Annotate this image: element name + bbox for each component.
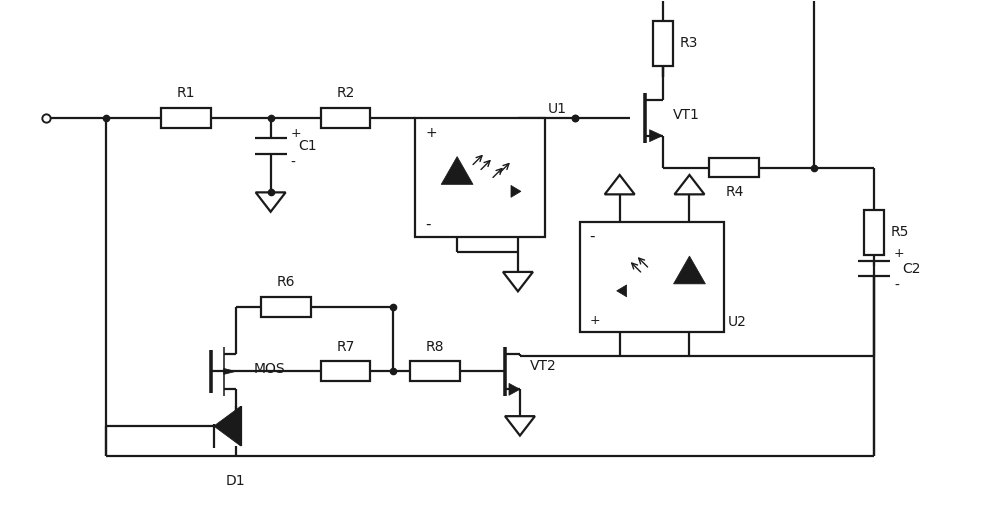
Text: -: - — [291, 156, 295, 170]
Polygon shape — [509, 383, 520, 395]
Polygon shape — [650, 129, 663, 141]
Text: -: - — [425, 217, 431, 232]
Polygon shape — [511, 185, 521, 197]
Text: C2: C2 — [902, 262, 920, 276]
Text: R6: R6 — [276, 275, 295, 289]
Bar — [415, 118, 545, 237]
Text: R4: R4 — [725, 185, 744, 199]
Bar — [320, 108, 370, 128]
Text: R8: R8 — [426, 339, 444, 353]
Text: U1: U1 — [548, 102, 567, 116]
Text: R5: R5 — [891, 225, 909, 239]
Text: +: + — [894, 246, 905, 259]
Bar — [261, 297, 311, 317]
Text: MOS: MOS — [254, 362, 285, 376]
Text: -: - — [894, 278, 899, 292]
Bar — [161, 108, 211, 128]
Polygon shape — [617, 285, 627, 297]
Bar — [864, 210, 884, 255]
Polygon shape — [224, 369, 236, 374]
Text: C1: C1 — [299, 139, 317, 152]
Text: R2: R2 — [336, 86, 355, 100]
Text: +: + — [425, 126, 437, 140]
Bar — [580, 222, 724, 331]
Text: VT1: VT1 — [673, 108, 699, 122]
Text: D1: D1 — [226, 474, 246, 488]
Polygon shape — [441, 157, 473, 184]
Text: +: + — [590, 314, 600, 327]
Polygon shape — [214, 406, 241, 446]
Text: R3: R3 — [680, 36, 698, 50]
Bar — [410, 361, 460, 382]
Bar — [653, 21, 673, 66]
Text: +: + — [291, 127, 301, 140]
Text: R7: R7 — [336, 339, 355, 353]
Bar — [320, 361, 370, 382]
Text: U2: U2 — [727, 315, 746, 329]
Text: R1: R1 — [177, 86, 195, 100]
Polygon shape — [674, 256, 705, 284]
Bar — [709, 158, 759, 177]
Text: VT2: VT2 — [530, 360, 557, 373]
Text: -: - — [590, 229, 595, 244]
